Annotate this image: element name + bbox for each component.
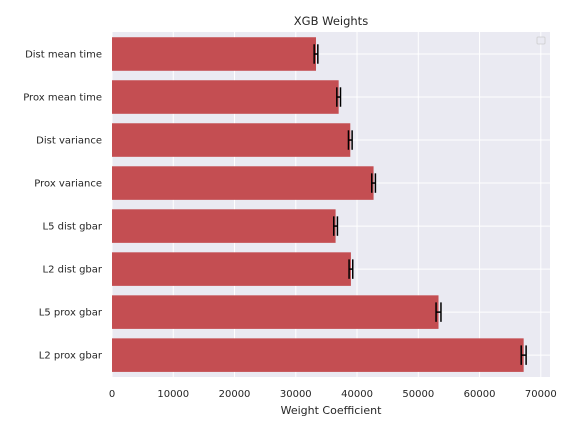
error-bar-2 — [347, 130, 353, 150]
chart-title: XGB Weights — [294, 14, 368, 28]
bar-2 — [112, 123, 351, 157]
error-bar-3 — [370, 173, 377, 193]
x-tick-label-3: 30000 — [280, 389, 312, 400]
x-tick-label-7: 70000 — [525, 389, 557, 400]
x-axis-label: Weight Coefficient — [281, 404, 382, 417]
x-tick-label-6: 60000 — [464, 389, 496, 400]
bar-6 — [112, 295, 439, 329]
x-tick-label-5: 50000 — [402, 389, 434, 400]
y-tick-label-1: Prox mean time — [23, 93, 102, 104]
y-tick-label-3: Prox variance — [34, 179, 102, 190]
x-tick-label-0: 0 — [109, 389, 115, 400]
y-tick-labels: Dist mean time Prox mean time Dist varianc… — [23, 50, 103, 362]
y-tick-label-7: L2 prox gbar — [39, 351, 103, 362]
y-tick-label-6: L5 prox gbar — [39, 308, 103, 319]
bar-5 — [112, 252, 351, 286]
error-bars — [313, 44, 527, 365]
bar-0 — [112, 37, 316, 71]
x-tick-label-4: 40000 — [341, 389, 373, 400]
legend-box — [536, 36, 546, 45]
y-tick-label-0: Dist mean time — [25, 50, 102, 61]
bar-1 — [112, 80, 339, 114]
error-bar-7 — [520, 345, 527, 365]
bar-7 — [112, 338, 524, 372]
x-tick-label-2: 20000 — [219, 389, 251, 400]
y-tick-label-4: L5 dist gbar — [43, 222, 103, 233]
error-bar-4 — [333, 216, 339, 236]
x-tick-label-1: 10000 — [157, 389, 189, 400]
y-tick-label-2: Dist variance — [36, 136, 102, 147]
error-bar-0 — [313, 44, 319, 64]
error-bar-6 — [435, 302, 442, 322]
x-tick-labels: 0 10000 20000 30000 40000 50000 60000 70000 — [109, 389, 557, 400]
error-bar-5 — [348, 259, 354, 279]
bar-4 — [112, 209, 336, 243]
y-tick-label-5: L2 dist gbar — [43, 265, 103, 276]
error-bar-1 — [336, 87, 342, 107]
bar-3 — [112, 166, 374, 200]
bars — [112, 37, 524, 372]
